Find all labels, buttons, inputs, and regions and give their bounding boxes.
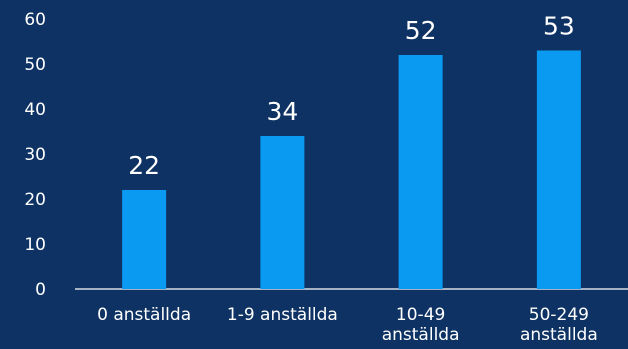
bar-4 (536, 50, 581, 289)
y-tick-label: 0 (35, 280, 46, 300)
data-label-2: 34 (266, 97, 298, 126)
x-tick-label-3: anställda (382, 325, 460, 345)
x-tick-label-4: anställda (520, 325, 598, 345)
bar-2 (260, 136, 305, 289)
bar-3 (398, 55, 443, 289)
y-tick-label: 40 (24, 100, 46, 120)
y-tick-label: 30 (24, 145, 46, 165)
bar-1 (122, 190, 167, 289)
x-tick-label-3: 10-49 (396, 305, 445, 325)
x-tick-label-1: 0 anställda (97, 305, 191, 325)
y-tick-label: 60 (24, 10, 46, 30)
data-label-4: 53 (543, 12, 575, 41)
y-tick-label: 20 (24, 190, 46, 210)
y-tick-label: 10 (24, 235, 46, 255)
y-tick-label: 50 (24, 55, 46, 75)
data-label-3: 52 (405, 16, 437, 45)
data-label-1: 22 (128, 151, 160, 180)
x-tick-label-4: 50-249 (529, 305, 589, 325)
x-tick-label-2: 1-9 anställda (227, 305, 338, 325)
